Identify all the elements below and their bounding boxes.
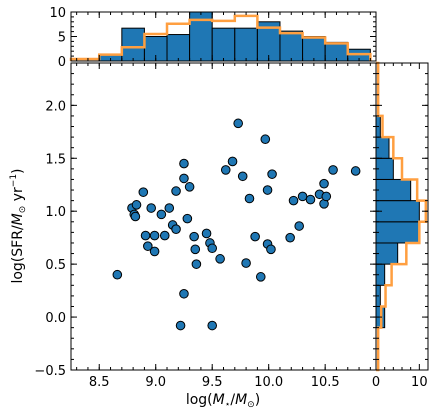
data-point [184,182,195,192]
y-tick-label: 1.0 [45,205,66,220]
top-histogram-bar [121,27,145,62]
top-y-tick-label: 10 [49,6,66,21]
data-point [237,171,248,182]
data-point [260,134,271,145]
right-x-tick-label: 0 [372,375,380,390]
data-point [207,243,218,254]
data-point [255,272,266,282]
x-tick-label: 8.5 [89,375,110,390]
data-point [250,231,260,242]
top-histogram-bar [211,27,236,62]
top-histogram-bars [98,11,371,62]
data-point [159,230,170,241]
data-point [140,230,151,241]
y-axis-label: log(SFR/M⊙ yr−1) [9,168,28,283]
data-point [189,231,199,242]
data-point [215,254,225,264]
data-point [171,186,181,196]
top-histogram-bar [166,34,191,62]
data-point [233,118,243,129]
data-point [112,269,123,280]
right-histogram-panel: 0 10 [372,61,429,390]
right-histogram-bar [375,178,412,202]
data-point [138,187,149,197]
y-tick-label: 0.0 [45,311,66,326]
scatter-frame [70,62,377,371]
data-point [131,200,142,210]
data-point [182,213,193,224]
data-point [130,211,141,222]
data-point [288,195,299,206]
data-point [146,203,157,213]
data-point [319,178,329,189]
x-tick-label: 10.0 [254,375,283,390]
data-point [227,156,238,167]
data-point [241,258,251,268]
data-point [175,320,186,331]
x-axis-label: log(M⋆/M⊙) [186,392,260,410]
x-tick-label: 9.5 [202,375,223,390]
data-point [190,244,201,255]
data-point [294,221,304,231]
data-point [350,166,361,176]
right-histogram-bar [375,221,420,244]
x-tick-label: 9.0 [145,375,166,390]
scatter-panel: 8.5 9.0 9.5 10.0 10.5 −0.5 0.0 0.5 1.0 1.5 2.0 [34,62,377,390]
data-point [191,259,202,269]
top-histogram-bar [279,30,304,62]
data-point [328,165,338,175]
data-point [179,173,189,184]
data-point [321,191,332,202]
data-point [297,191,308,202]
data-point [285,232,295,243]
data-point [179,158,189,169]
x-tick-label: 10.5 [311,375,340,390]
data-point [266,244,276,255]
top-y-tick-label: 0 [58,55,66,70]
top-histogram-ticks: 0 5 10 [49,6,376,70]
y-tick-label: −0.5 [34,364,66,379]
data-point [164,203,175,213]
top-y-tick-label: 5 [58,31,66,46]
data-point [201,228,212,239]
data-point [220,165,231,175]
y-tick-label: 1.5 [45,152,66,167]
top-histogram-step-line [69,14,372,61]
data-point [143,241,153,251]
right-histogram-step-line [376,61,428,372]
scatter-ticks: 8.5 9.0 9.5 10.0 10.5 −0.5 0.0 0.5 1.0 1.5 2.0 [34,63,376,390]
data-point [262,185,273,195]
right-histogram-ticks: 0 10 [372,63,428,390]
right-histogram-bar [375,242,399,265]
data-point [305,194,316,205]
top-histogram-bar [234,27,258,62]
data-point [179,288,189,299]
data-point [149,230,160,241]
data-point [244,193,255,204]
y-tick-label: 2.0 [45,99,66,114]
scatter-points [112,118,361,331]
right-x-tick-label: 10 [411,375,428,390]
data-point [207,320,218,331]
top-histogram-panel: 0 5 10 [49,6,377,70]
right-histogram-bar [375,200,420,223]
top-histogram-bar [302,36,326,62]
right-histogram-bars [375,115,420,329]
data-point [171,224,181,235]
data-point [149,246,160,257]
y-tick-label: 0.5 [45,258,66,273]
data-point [267,169,277,179]
data-point [156,209,167,220]
